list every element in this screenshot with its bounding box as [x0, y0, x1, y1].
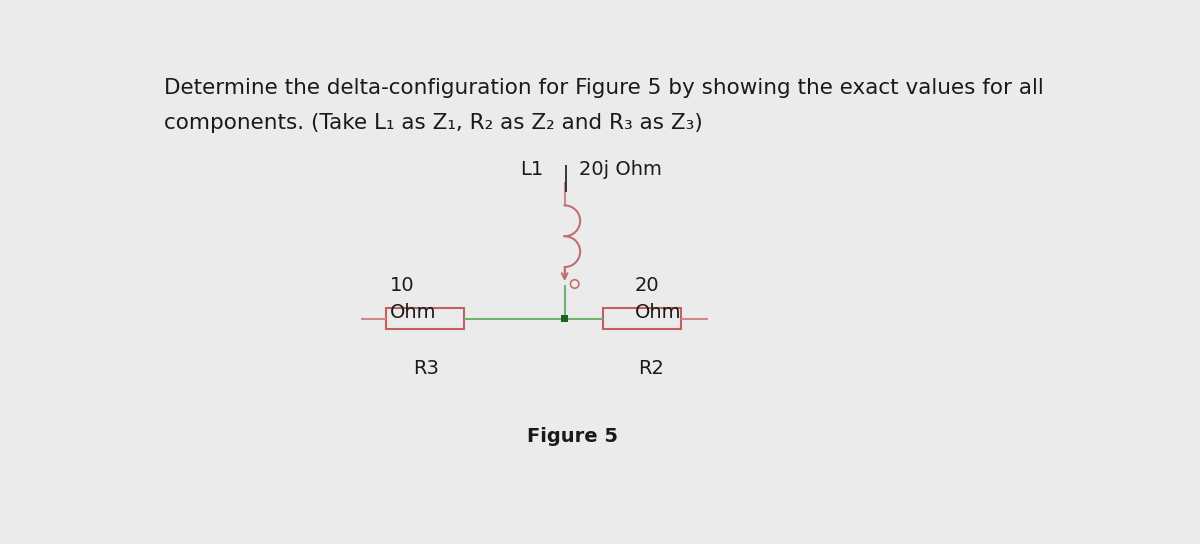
Text: 20j Ohm: 20j Ohm	[578, 160, 661, 179]
Bar	[604, 308, 680, 329]
Text: L1: L1	[520, 160, 542, 179]
Bar	[386, 308, 464, 329]
Text: Figure 5: Figure 5	[527, 427, 618, 446]
Text: components. (Take L₁ as Z₁, R₂ as Z₂ and R₃ as Z₃): components. (Take L₁ as Z₁, R₂ as Z₂ and…	[164, 113, 703, 133]
Text: Ohm: Ohm	[390, 303, 437, 322]
Text: Ohm: Ohm	[635, 303, 680, 322]
Text: R3: R3	[414, 358, 439, 378]
Text: Determine the delta-configuration for Figure 5 by showing the exact values for a: Determine the delta-configuration for Fi…	[164, 78, 1044, 97]
Bar	[562, 315, 568, 322]
Text: 10: 10	[390, 276, 415, 295]
Text: 20: 20	[635, 276, 659, 295]
Text: R2: R2	[638, 358, 664, 378]
